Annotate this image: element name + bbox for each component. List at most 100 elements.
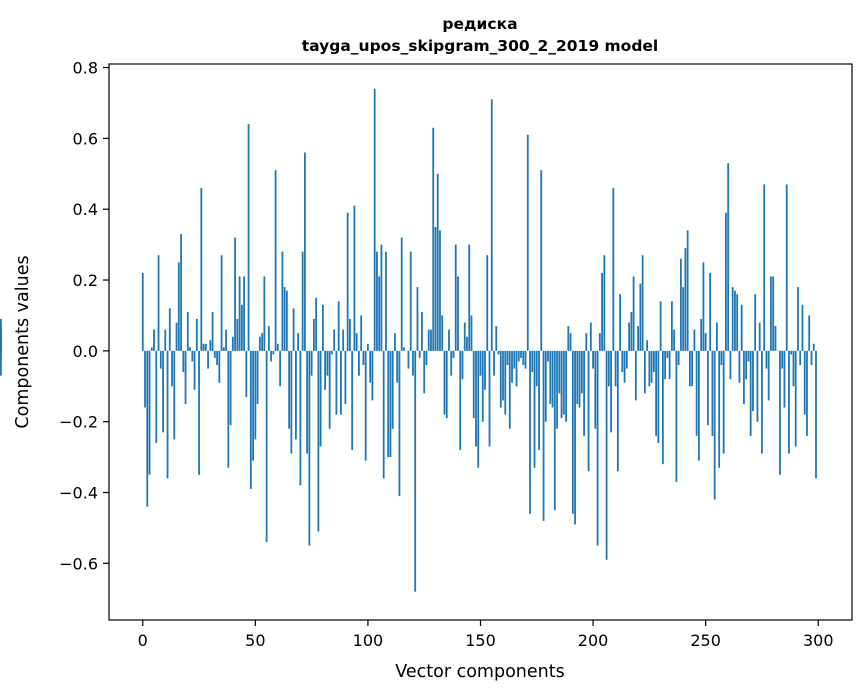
- bar-component-127: [427, 329, 430, 351]
- bar-component-66: [290, 350, 293, 454]
- bar-component-10: [164, 329, 167, 351]
- bar-component-145: [468, 244, 471, 351]
- bar-component-29: [207, 350, 209, 369]
- bar-component-135: [445, 350, 448, 419]
- bar-component-19: [184, 350, 187, 404]
- bar-component-105: [378, 276, 381, 351]
- bar-component-191: [571, 350, 574, 514]
- bar-component-187: [562, 350, 565, 415]
- bar-component-129: [432, 127, 435, 351]
- bar-component-241: [684, 248, 687, 351]
- x-tick-label: 0: [138, 631, 148, 650]
- bar-component-115: [400, 237, 403, 351]
- bar-component-74: [308, 350, 311, 546]
- bar-component-275: [761, 350, 763, 454]
- bar-component-73: [306, 350, 309, 454]
- bar-component-65: [288, 350, 291, 429]
- x-tick-label: 250: [690, 631, 721, 650]
- bar-component-255: [716, 322, 718, 351]
- bar-component-68: [294, 350, 297, 440]
- bar-component-225: [648, 350, 651, 387]
- bar-component-111: [391, 350, 394, 429]
- bar-component-250: [704, 333, 707, 351]
- bar-component-292: [799, 350, 802, 366]
- bar-component-146: [470, 315, 473, 351]
- bar-component-90: [344, 350, 347, 404]
- bar-component-20: [186, 311, 189, 351]
- bar-component-267: [743, 350, 745, 404]
- bar-component-170: [524, 350, 527, 369]
- bar-component-112: [394, 333, 396, 351]
- bar-component-248: [700, 318, 703, 351]
- bar-component-270: [749, 350, 752, 436]
- bar-component-144: [466, 336, 468, 351]
- bar-component-257: [720, 350, 723, 366]
- bar-component-87: [337, 301, 340, 351]
- bar-component-154: [488, 350, 491, 447]
- x-tick-label: 200: [578, 631, 609, 650]
- bar-component-42: [236, 318, 239, 351]
- bar-component-17: [180, 233, 182, 351]
- bar-component-193: [576, 350, 579, 404]
- bar-component-120: [412, 350, 414, 376]
- bar-component-15: [175, 322, 178, 351]
- bar-component-88: [340, 350, 342, 415]
- bar-component-162: [506, 350, 509, 366]
- bar-component-93: [351, 350, 354, 451]
- bar-component-173: [531, 350, 534, 373]
- y-tick-label: −0.2: [59, 413, 98, 432]
- bar-component-179: [544, 350, 547, 422]
- bar-component-247: [698, 350, 700, 461]
- bar-component-142: [461, 350, 464, 380]
- bar-component-258: [722, 350, 725, 454]
- bar-component-183: [553, 350, 556, 511]
- bar-component-213: [621, 350, 624, 373]
- bar-component-4: [150, 347, 153, 351]
- bar-component-30: [209, 340, 212, 351]
- bar-component-254: [713, 350, 716, 500]
- bar-component-140: [457, 276, 459, 351]
- bar-component-61: [279, 350, 282, 387]
- bar-component-245: [693, 329, 696, 351]
- bar-component-285: [783, 350, 786, 408]
- bar-component-238: [677, 350, 680, 366]
- bar-component-99: [364, 350, 367, 461]
- bar-component-227: [652, 350, 655, 373]
- bar-component-206: [605, 350, 608, 560]
- bar-component-103: [373, 88, 376, 351]
- bar-component-78: [317, 350, 320, 532]
- bar-component-289: [792, 350, 795, 387]
- bar-component-197: [585, 333, 588, 351]
- bar-component-128: [430, 329, 432, 351]
- y-axis-label: Components values: [13, 255, 33, 428]
- bar-component-81: [324, 350, 327, 390]
- bar-component-280: [772, 276, 775, 351]
- bar-component-27: [202, 343, 205, 351]
- bar-component-175: [535, 350, 538, 387]
- x-tick-label: 50: [245, 631, 265, 650]
- bar-component-11: [166, 350, 169, 479]
- bar-component-53: [261, 333, 263, 351]
- bar-component-230: [659, 301, 662, 351]
- bar-component-286: [785, 184, 788, 351]
- bar-component-201: [594, 350, 597, 429]
- bar-component-141: [459, 350, 462, 451]
- bar-component-216: [628, 322, 630, 351]
- bar-component-7: [157, 255, 160, 351]
- bar-component-199: [589, 322, 592, 351]
- bar-component-110: [389, 350, 392, 458]
- bar-component-37: [225, 329, 227, 351]
- bar-component-231: [661, 350, 664, 465]
- bar-component-276: [763, 184, 766, 351]
- bar-component-297: [810, 350, 813, 366]
- bar-component-119: [409, 251, 412, 351]
- bar-component-47: [247, 124, 250, 351]
- bar-component-240: [682, 287, 685, 351]
- bar-component-212: [619, 294, 621, 351]
- bar-component-163: [508, 350, 511, 429]
- bar-component-214: [623, 350, 626, 383]
- bar-component-296: [808, 315, 811, 351]
- bar-component-202: [596, 350, 599, 546]
- bar-component-295: [806, 350, 808, 436]
- bar-component-157: [495, 326, 498, 351]
